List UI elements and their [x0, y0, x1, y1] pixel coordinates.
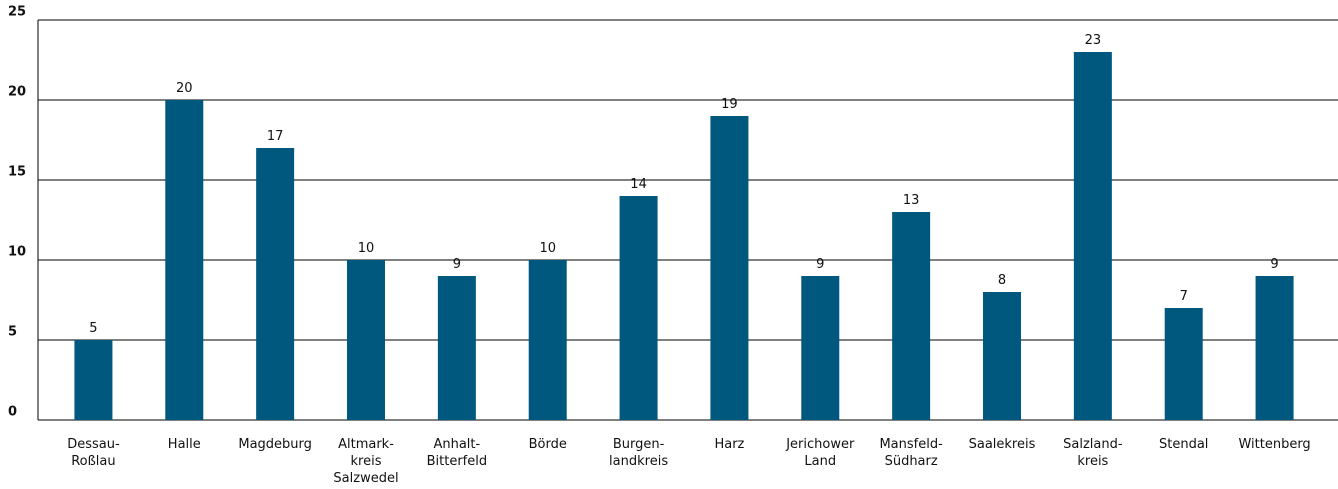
x-tick-label: Anhalt-Bitterfeld — [427, 437, 488, 469]
value-label: 20 — [176, 81, 193, 96]
value-label: 17 — [267, 129, 284, 144]
x-tick-label: Dessau-Roßlau — [67, 437, 120, 469]
value-label: 14 — [630, 177, 647, 192]
bar — [1073, 52, 1112, 420]
x-tick-label: Harz — [714, 437, 744, 452]
bar — [1255, 276, 1294, 420]
bar — [710, 116, 749, 420]
value-label: 7 — [1180, 289, 1188, 304]
bar — [1164, 308, 1203, 420]
bar — [528, 260, 567, 420]
value-label: 19 — [721, 97, 738, 112]
value-label: 9 — [816, 257, 824, 272]
x-tick-label: Börde — [529, 437, 567, 452]
bar — [437, 276, 476, 420]
y-tick-label: 0 — [8, 405, 17, 420]
bar — [892, 212, 931, 420]
x-tick-label: Magdeburg — [238, 437, 312, 452]
bar — [347, 260, 385, 420]
value-label: 8 — [998, 273, 1006, 288]
bar — [983, 292, 1021, 420]
bar — [165, 100, 204, 420]
x-tick-label: Wittenberg — [1238, 437, 1310, 452]
x-tick-label: Mansfeld-Südharz — [879, 437, 943, 469]
bar — [74, 340, 113, 420]
x-tick-label: Jerichower Land — [785, 437, 855, 469]
x-tick-label: Altmark-kreis Salzwedel — [333, 437, 398, 486]
y-tick-label: 15 — [8, 165, 26, 180]
value-label: 23 — [1085, 33, 1102, 48]
bar — [801, 276, 840, 420]
y-tick-label: 25 — [8, 5, 26, 20]
value-label: 13 — [903, 193, 920, 208]
value-label: 9 — [453, 257, 461, 272]
value-label: 5 — [89, 321, 97, 336]
y-tick-label: 20 — [8, 85, 26, 100]
x-tick-label: Burgen-landkreis — [609, 437, 668, 469]
bar — [619, 196, 658, 420]
bar — [256, 148, 295, 420]
x-tick-label: Salzland-kreis — [1063, 437, 1123, 469]
x-tick-label: Stendal — [1159, 437, 1208, 452]
value-label: 10 — [539, 241, 556, 256]
x-tick-label: Halle — [168, 437, 201, 452]
value-label: 9 — [1270, 257, 1278, 272]
y-tick-label: 5 — [8, 325, 17, 340]
x-tick-label: Saalekreis — [969, 437, 1036, 452]
value-label: 10 — [358, 241, 375, 256]
y-tick-label: 10 — [8, 245, 26, 260]
